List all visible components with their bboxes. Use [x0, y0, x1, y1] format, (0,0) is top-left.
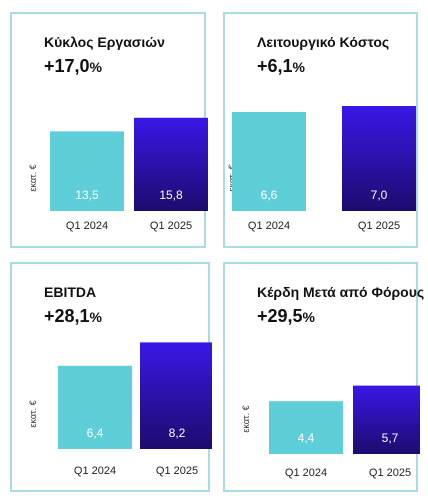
change-percent: +17,0%	[44, 56, 102, 77]
bar-q1-2025	[134, 117, 208, 211]
change-value: +17,0	[44, 56, 90, 76]
bar-value-label: 15,8	[159, 188, 183, 202]
bar-q1-2024	[58, 365, 132, 449]
bar-q1-2025	[342, 106, 416, 211]
change-unit: %	[89, 309, 102, 325]
card-revenue: Κύκλος Εργασιών +17,0% εκατ. € 13,5 Q1 202…	[10, 12, 208, 248]
bar-q1-2024	[269, 401, 343, 454]
x-tick-label: Q1 2024	[66, 220, 108, 232]
change-percent: +6,1%	[257, 56, 305, 77]
card-title: Λειτουργικό Κόστος	[257, 34, 390, 50]
x-tick-label: Q1 2024	[74, 465, 116, 477]
card-net-profit: Κέρδη Μετά από Φόρους +29,5% εκατ. € 4,4 Q…	[223, 262, 424, 492]
change-unit: %	[302, 309, 315, 325]
change-unit: %	[292, 59, 305, 75]
change-value: +6,1	[257, 56, 293, 76]
x-tick-label: Q1 2025	[150, 220, 192, 232]
change-percent: +28,1%	[44, 306, 102, 327]
change-unit: %	[89, 59, 102, 75]
change-percent: +29,5%	[257, 306, 315, 327]
x-tick-label: Q1 2025	[369, 467, 411, 479]
bar-q1-2024	[50, 131, 124, 211]
card-title: Κέρδη Μετά από Φόρους	[257, 284, 425, 300]
card-title: EBITDA	[44, 284, 97, 300]
card-title: Κύκλος Εργασιών	[44, 34, 165, 50]
bar-value-label: 6,6	[261, 188, 278, 202]
bar-q1-2025	[353, 385, 420, 454]
bar-chart: εκατ. € 13,5 Q1 2024 15,8 Q1 2025	[28, 117, 208, 232]
card-operating-cost: Λειτουργικό Κόστος +6,1% εκατ. €6,6Q1 20…	[223, 12, 418, 248]
x-tick-label: Q1 2024	[285, 467, 327, 479]
change-value: +28,1	[44, 306, 90, 326]
bar-chart: εκατ. € 4,4 Q1 2024 5,7 Q1 2025	[241, 385, 420, 479]
y-axis-label: εκατ. €	[28, 400, 38, 427]
bar-value-label: 6,4	[87, 426, 104, 440]
bar-value-label: 4,4	[298, 431, 315, 445]
x-tick-label: Q1 2024	[248, 220, 290, 232]
bar-q1-2024	[232, 112, 306, 211]
y-axis-label: εκατ. €	[241, 405, 251, 432]
bar-chart: εκατ. € 6,4 Q1 2024 8,2 Q1 2025	[28, 342, 212, 477]
y-axis-label: εκατ. €	[28, 164, 38, 191]
card-ebitda: EBITDA +28,1% εκατ. € 6,4 Q1 2024 8,2 Q1 202…	[10, 262, 212, 492]
bar-value-label: 13,5	[75, 188, 99, 202]
bar-value-label: 7,0	[371, 188, 388, 202]
change-value: +29,5	[257, 306, 303, 326]
bar-value-label: 8,2	[169, 426, 186, 440]
bar-value-label: 5,7	[382, 431, 399, 445]
x-tick-label: Q1 2025	[358, 220, 400, 232]
bar-q1-2025	[140, 342, 212, 449]
x-tick-label: Q1 2025	[156, 465, 198, 477]
